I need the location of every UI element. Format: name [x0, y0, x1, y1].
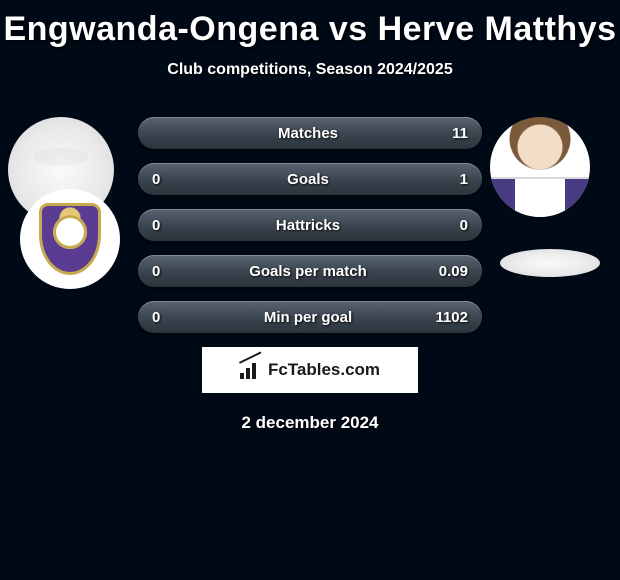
stat-right-value: 0.09: [418, 263, 482, 280]
stat-label: Min per goal: [198, 309, 418, 326]
stat-right-value: 11: [418, 125, 482, 142]
page-title: Engwanda-Ongena vs Herve Matthys: [0, 0, 620, 49]
brand-link[interactable]: FcTables.com: [202, 347, 418, 393]
stat-row-min-per-goal: 0 Min per goal 1102: [138, 301, 482, 333]
club-crest-icon: [39, 203, 101, 275]
stat-label: Matches: [198, 125, 418, 142]
stat-row-matches: Matches 11: [138, 117, 482, 149]
player-right-club-badge: [500, 249, 600, 277]
stat-left-value: 0: [138, 171, 198, 188]
stat-right-value: 1102: [418, 309, 482, 326]
stat-rows: Matches 11 0 Goals 1 0 Hattricks 0 0 Goa…: [138, 117, 482, 333]
date-label: 2 december 2024: [0, 413, 620, 433]
stat-label: Goals per match: [198, 263, 418, 280]
stat-label: Goals: [198, 171, 418, 188]
stat-row-goals: 0 Goals 1: [138, 163, 482, 195]
stat-right-value: 0: [418, 217, 482, 234]
stat-label: Hattricks: [198, 217, 418, 234]
stat-left-value: 0: [138, 263, 198, 280]
stat-left-value: 0: [138, 217, 198, 234]
stat-row-hattricks: 0 Hattricks 0: [138, 209, 482, 241]
stat-row-goals-per-match: 0 Goals per match 0.09: [138, 255, 482, 287]
comparison-area: Matches 11 0 Goals 1 0 Hattricks 0 0 Goa…: [0, 117, 620, 433]
stat-left-value: 0: [138, 309, 198, 326]
player-left-club-badge: [20, 189, 120, 289]
brand-label: FcTables.com: [268, 360, 380, 380]
stat-right-value: 1: [418, 171, 482, 188]
page-subtitle: Club competitions, Season 2024/2025: [0, 61, 620, 79]
bar-chart-icon: [240, 361, 262, 379]
player-right-avatar: [490, 117, 590, 217]
